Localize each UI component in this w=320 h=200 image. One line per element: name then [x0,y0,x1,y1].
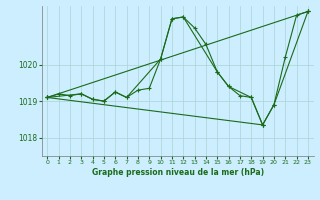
X-axis label: Graphe pression niveau de la mer (hPa): Graphe pression niveau de la mer (hPa) [92,168,264,177]
